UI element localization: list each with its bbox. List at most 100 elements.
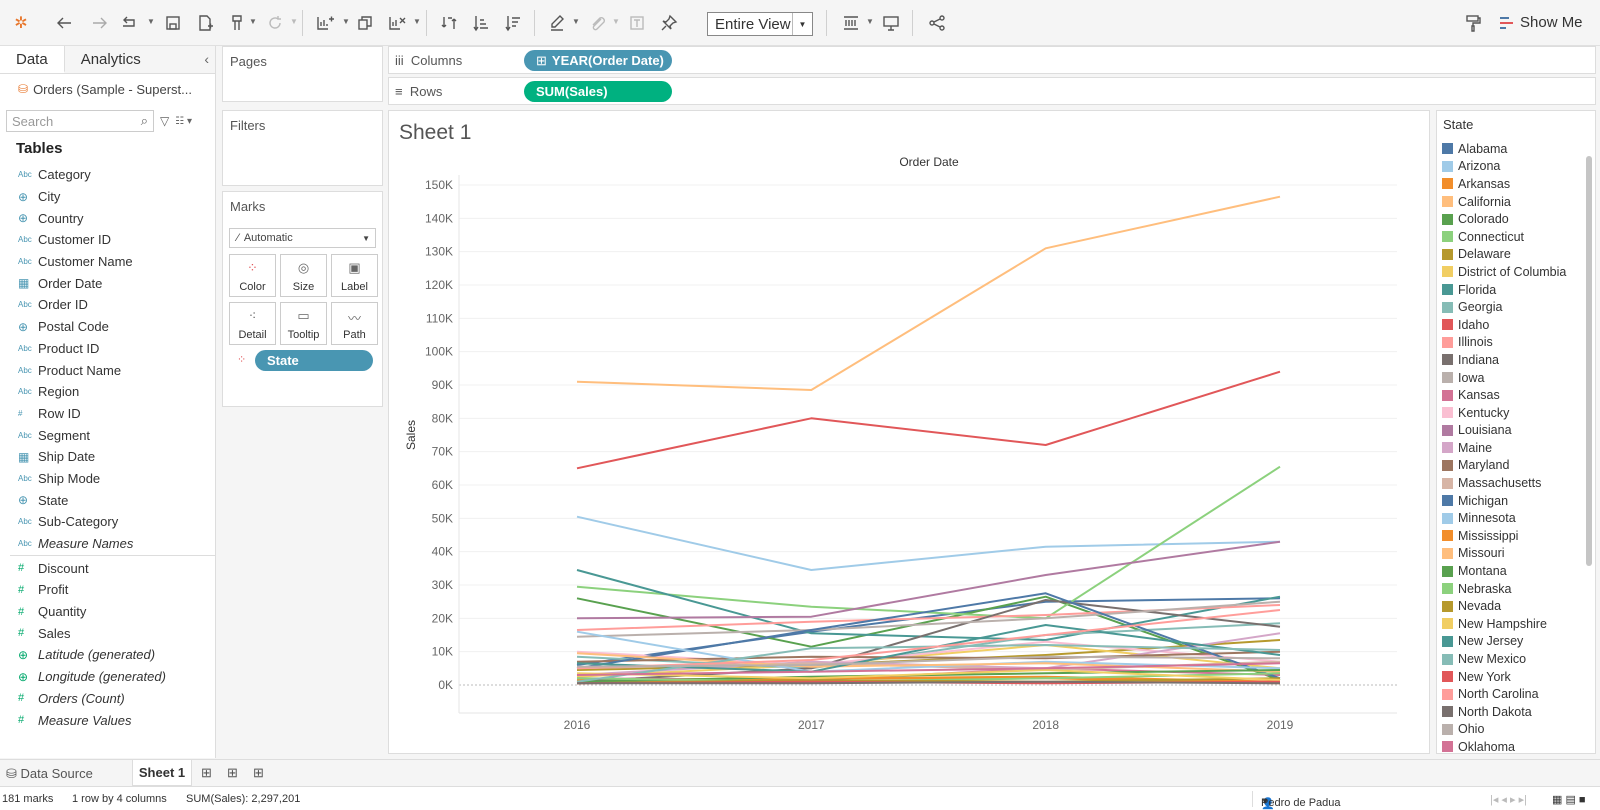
sheet-navigation-icon[interactable]: |◂ ◂ ▸ ▸| [1490,794,1527,806]
legend-item[interactable]: Nevada [1442,597,1566,615]
field-item[interactable]: Abc Customer ID [0,229,216,251]
legend-item[interactable]: Kentucky [1442,404,1566,422]
legend-item[interactable]: Delaware [1442,246,1566,264]
chevron-down-icon[interactable]: ▼ [147,17,155,26]
legend-item[interactable]: Florida [1442,281,1566,299]
mark-type-dropdown[interactable]: ⁄ Automatic ▼ [229,228,376,248]
field-item[interactable]: # Profit [0,579,216,601]
highlight-icon[interactable] [544,10,570,36]
legend-item[interactable]: California [1442,193,1566,211]
legend-item[interactable]: Maine [1442,439,1566,457]
legend-item[interactable]: Iowa [1442,369,1566,387]
detail-button[interactable]: ⁖ Detail [229,302,276,345]
new-worksheet-icon[interactable] [312,10,338,36]
chevron-down-icon[interactable]: ▼ [792,13,812,35]
legend-item[interactable]: Nebraska [1442,580,1566,598]
legend-item[interactable]: North Dakota [1442,703,1566,721]
legend-item[interactable]: Minnesota [1442,509,1566,527]
new-story-tab-icon[interactable]: ⊞ [253,765,264,780]
new-dashboard-tab-icon[interactable]: ⊞ [227,765,238,780]
sheet-tab[interactable]: Sheet 1 [132,760,192,786]
series-line[interactable] [576,592,1281,680]
sort-ascending-icon[interactable] [468,10,494,36]
field-item[interactable]: # Sales [0,622,216,644]
chevron-down-icon[interactable]: ▼ [413,17,421,26]
legend-item[interactable]: Connecticut [1442,228,1566,246]
path-button[interactable]: 〰 Path [331,302,378,345]
legend-item[interactable]: Missouri [1442,545,1566,563]
fix-axes-icon[interactable] [656,10,682,36]
series-line[interactable] [576,195,1281,391]
undo-icon[interactable] [52,10,78,36]
chevron-down-icon[interactable]: ▼ [572,17,580,26]
legend-item[interactable]: Louisiana [1442,422,1566,440]
show-me-button[interactable]: Show Me [1500,14,1583,31]
save-icon[interactable] [160,10,186,36]
size-button[interactable]: ◎ Size [280,254,327,297]
legend-item[interactable]: Michigan [1442,492,1566,510]
filters-card[interactable]: Filters [222,110,383,186]
legend-item[interactable]: Massachusetts [1442,474,1566,492]
series-line[interactable] [576,662,1281,676]
field-item[interactable]: ⊕ Latitude (generated) [0,644,216,666]
sort-descending-icon[interactable] [500,10,526,36]
group-members-icon[interactable] [584,10,610,36]
legend-scrollbar[interactable] [1586,156,1592,566]
datasource-item[interactable]: ⛁ Orders (Sample - Superst... [0,74,215,104]
chevron-down-icon[interactable]: ▼ [342,17,350,26]
chevron-down-icon[interactable]: ▼ [249,17,257,26]
legend-item[interactable]: North Carolina [1442,685,1566,703]
replay-icon[interactable] [116,10,142,36]
pages-card[interactable]: Pages [222,46,383,102]
presentation-mode-icon[interactable] [878,10,904,36]
legend-item[interactable]: Montana [1442,562,1566,580]
field-item[interactable]: ⊕ State [0,489,216,511]
field-item[interactable]: # Measure Values [0,709,216,731]
field-item[interactable]: ⊕ Country [0,207,216,229]
field-item[interactable]: Abc Product Name [0,359,216,381]
series-line[interactable] [576,655,1281,668]
field-item[interactable]: # Quantity [0,601,216,623]
state-pill[interactable]: State [255,350,373,371]
legend-item[interactable]: New York [1442,668,1566,686]
legend-item[interactable]: Colorado [1442,210,1566,228]
chevron-down-icon[interactable]: ▼ [612,17,620,26]
show-mark-labels-icon[interactable] [624,10,650,36]
field-item[interactable]: Abc Region [0,381,216,403]
tab-data[interactable]: Data [0,46,65,73]
legend-item[interactable]: Oklahoma [1442,738,1566,753]
show-cards-icon[interactable] [838,10,864,36]
legend-item[interactable]: Alabama [1442,140,1566,158]
field-item[interactable]: Abc Segment [0,424,216,446]
chevron-down-icon[interactable]: ▼ [290,17,298,26]
rows-shelf[interactable]: ≡ Rows SUM(Sales) [388,77,1596,105]
field-item[interactable]: Abc Ship Mode [0,468,216,490]
series-line[interactable] [576,600,1281,638]
legend-item[interactable]: District of Columbia [1442,263,1566,281]
clear-sheet-icon[interactable] [384,10,410,36]
legend-item[interactable]: Georgia [1442,298,1566,316]
line-chart[interactable]: 0K 10K 20K 30K 40K 50K 60K 70K 80K 90K 100K 110K 120… [389,111,1429,753]
field-item[interactable]: ▦ Ship Date [0,446,216,468]
legend-item[interactable]: Ohio [1442,721,1566,739]
series-line[interactable] [576,669,1281,681]
collapse-icon[interactable]: ‹ [204,51,209,67]
legend-item[interactable]: Idaho [1442,316,1566,334]
share-icon[interactable] [924,10,950,36]
tooltip-button[interactable]: ▭ Tooltip [280,302,327,345]
label-button[interactable]: ▣ Label [331,254,378,297]
field-item[interactable]: Abc Order ID [0,294,216,316]
field-item[interactable]: Abc Measure Names [0,533,216,555]
new-datasource-icon[interactable] [192,10,218,36]
legend-item[interactable]: Kansas [1442,386,1566,404]
duplicate-icon[interactable] [352,10,378,36]
legend-item[interactable]: Mississippi [1442,527,1566,545]
fit-dropdown[interactable]: Entire View ▼ [707,12,813,36]
series-line[interactable] [576,569,1281,641]
legend-item[interactable]: New Mexico [1442,650,1566,668]
legend-item[interactable]: Illinois [1442,334,1566,352]
series-line[interactable] [576,540,1281,620]
legend-item[interactable]: Arkansas [1442,175,1566,193]
legend-item[interactable]: New Jersey [1442,633,1566,651]
field-item[interactable]: Abc Customer Name [0,251,216,273]
